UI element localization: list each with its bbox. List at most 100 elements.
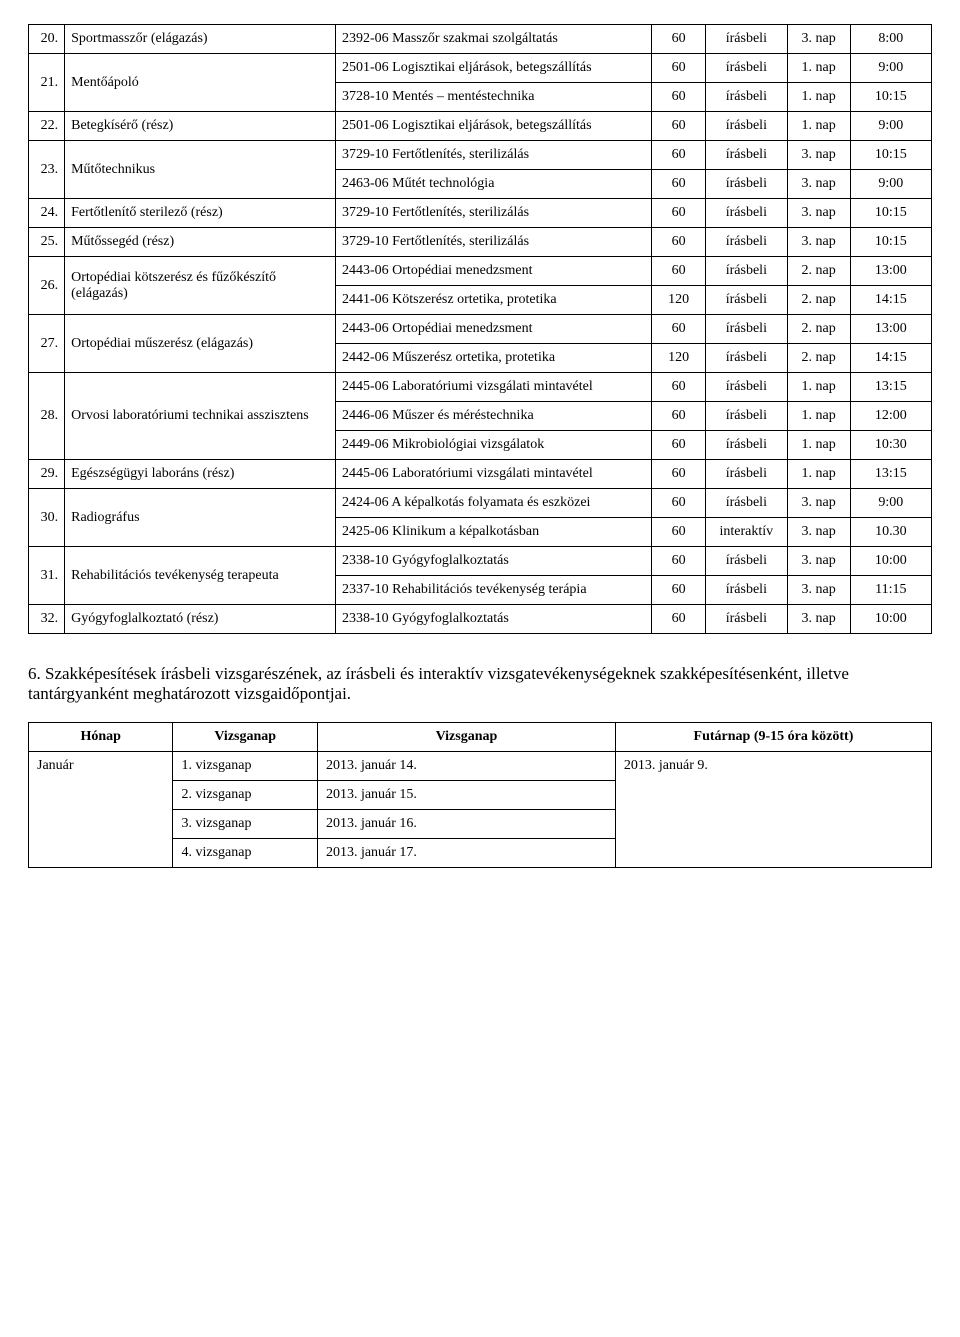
program-name: Ortopédiai műszerész (elágazás) [65, 315, 336, 373]
duration: 60 [652, 373, 706, 402]
schedule-day-num: 2. vizsganap [173, 781, 317, 810]
table-row: 28.Orvosi laboratóriumi technikai asszis… [29, 373, 932, 402]
exam-time: 9:00 [850, 489, 931, 518]
duration: 60 [652, 315, 706, 344]
exam-time: 10:30 [850, 431, 931, 460]
schedule-table: Hónap Vizsganap Vizsganap Futárnap (9-15… [28, 722, 932, 868]
row-number: 30. [29, 489, 65, 547]
duration: 60 [652, 83, 706, 112]
exam-time: 10:15 [850, 228, 931, 257]
duration: 60 [652, 402, 706, 431]
duration: 60 [652, 547, 706, 576]
row-number: 31. [29, 547, 65, 605]
schedule-day-date: 2013. január 16. [317, 810, 615, 839]
schedule-row: Január1. vizsganap2013. január 14.2013. … [29, 752, 932, 781]
table-row: 25.Műtőssegéd (rész)3729-10 Fertőtleníté… [29, 228, 932, 257]
exam-type: írásbeli [706, 547, 787, 576]
sched-header-month: Hónap [29, 723, 173, 752]
exam-type: írásbeli [706, 25, 787, 54]
duration: 60 [652, 228, 706, 257]
exam-time: 13:00 [850, 315, 931, 344]
sched-header-vizsnap: Vizsganap [173, 723, 317, 752]
duration: 60 [652, 460, 706, 489]
schedule-day-date: 2013. január 15. [317, 781, 615, 810]
duration: 60 [652, 25, 706, 54]
exam-type: írásbeli [706, 576, 787, 605]
row-number: 23. [29, 141, 65, 199]
schedule-day-date: 2013. január 14. [317, 752, 615, 781]
exam-type: írásbeli [706, 286, 787, 315]
program-name: Egészségügyi laboráns (rész) [65, 460, 336, 489]
program-name: Orvosi laboratóriumi technikai assziszte… [65, 373, 336, 460]
exam-time: 13:15 [850, 460, 931, 489]
exam-time: 14:15 [850, 286, 931, 315]
exam-day: 1. nap [787, 112, 850, 141]
duration: 60 [652, 54, 706, 83]
duration: 60 [652, 170, 706, 199]
exam-type: írásbeli [706, 344, 787, 373]
program-name: Ortopédiai kötszerész és fűzőkészítő (el… [65, 257, 336, 315]
course-desc: 2501-06 Logisztikai eljárások, betegszál… [336, 112, 652, 141]
schedule-day-num: 3. vizsganap [173, 810, 317, 839]
exam-type: írásbeli [706, 257, 787, 286]
table-row: 24.Fertőtlenítő sterilező (rész)3729-10 … [29, 199, 932, 228]
table-row: 31.Rehabilitációs tevékenység terapeuta2… [29, 547, 932, 576]
exam-type: írásbeli [706, 54, 787, 83]
row-number: 25. [29, 228, 65, 257]
exam-day: 3. nap [787, 170, 850, 199]
exam-time: 10:15 [850, 83, 931, 112]
program-name: Sportmasszőr (elágazás) [65, 25, 336, 54]
duration: 120 [652, 286, 706, 315]
exam-day: 2. nap [787, 286, 850, 315]
row-number: 22. [29, 112, 65, 141]
duration: 60 [652, 605, 706, 634]
exam-time: 12:00 [850, 402, 931, 431]
exam-type: írásbeli [706, 373, 787, 402]
course-desc: 2337-10 Rehabilitációs tevékenység teráp… [336, 576, 652, 605]
schedule-day-date: 2013. január 17. [317, 839, 615, 868]
exam-time: 9:00 [850, 112, 931, 141]
duration: 120 [652, 344, 706, 373]
table-row: 32.Gyógyfoglalkoztató (rész)2338-10 Gyóg… [29, 605, 932, 634]
exam-type: írásbeli [706, 228, 787, 257]
row-number: 26. [29, 257, 65, 315]
schedule-courier-day: 2013. január 9. [615, 752, 931, 868]
duration: 60 [652, 199, 706, 228]
course-desc: 3729-10 Fertőtlenítés, sterilizálás [336, 141, 652, 170]
row-number: 28. [29, 373, 65, 460]
program-name: Műtőtechnikus [65, 141, 336, 199]
exam-day: 3. nap [787, 228, 850, 257]
exam-time: 13:00 [850, 257, 931, 286]
exam-type: írásbeli [706, 605, 787, 634]
exam-day: 3. nap [787, 605, 850, 634]
exam-day: 3. nap [787, 489, 850, 518]
course-desc: 2443-06 Ortopédiai menedzsment [336, 257, 652, 286]
program-name: Betegkísérő (rész) [65, 112, 336, 141]
row-number: 24. [29, 199, 65, 228]
exam-day: 2. nap [787, 315, 850, 344]
exam-day: 1. nap [787, 460, 850, 489]
table-row: 21.Mentőápoló2501-06 Logisztikai eljárás… [29, 54, 932, 83]
exam-type: írásbeli [706, 489, 787, 518]
exam-time: 8:00 [850, 25, 931, 54]
exam-day: 3. nap [787, 25, 850, 54]
exam-time: 10:15 [850, 199, 931, 228]
course-desc: 3728-10 Mentés – mentéstechnika [336, 83, 652, 112]
exam-day: 1. nap [787, 431, 850, 460]
course-desc: 2443-06 Ortopédiai menedzsment [336, 315, 652, 344]
exam-time: 10.30 [850, 518, 931, 547]
duration: 60 [652, 431, 706, 460]
exam-type: írásbeli [706, 402, 787, 431]
course-desc: 2338-10 Gyógyfoglalkoztatás [336, 547, 652, 576]
row-number: 20. [29, 25, 65, 54]
programs-table: 20.Sportmasszőr (elágazás)2392-06 Massző… [28, 24, 932, 634]
exam-day: 1. nap [787, 402, 850, 431]
duration: 60 [652, 141, 706, 170]
table-row: 23.Műtőtechnikus3729-10 Fertőtlenítés, s… [29, 141, 932, 170]
exam-time: 9:00 [850, 54, 931, 83]
exam-time: 10:15 [850, 141, 931, 170]
exam-day: 1. nap [787, 54, 850, 83]
course-desc: 2441-06 Kötszerész ortetika, protetika [336, 286, 652, 315]
table-row: 29.Egészségügyi laboráns (rész)2445-06 L… [29, 460, 932, 489]
table-row: 26.Ortopédiai kötszerész és fűzőkészítő … [29, 257, 932, 286]
